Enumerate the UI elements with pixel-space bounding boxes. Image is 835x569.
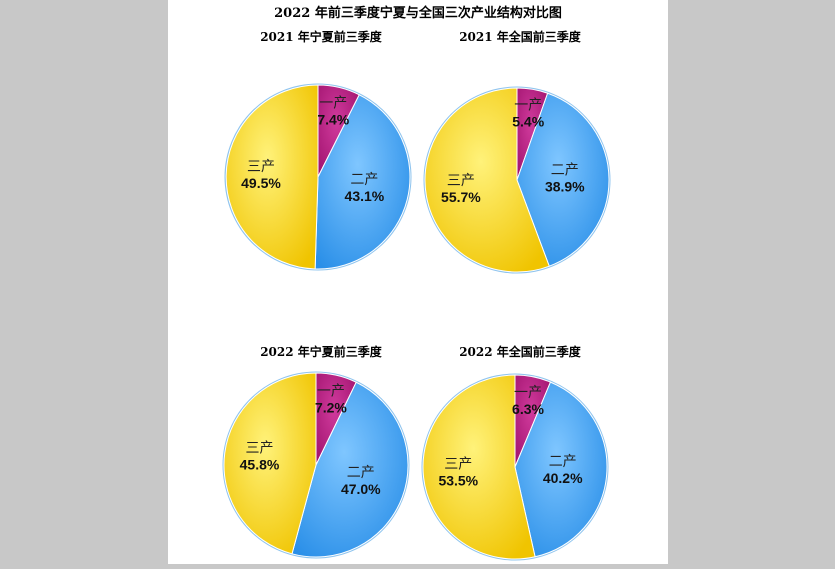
slice-category-label: 一产 (514, 385, 542, 401)
slice-value-label: 5.4% (512, 114, 544, 130)
slice-value-label: 7.2% (315, 399, 347, 415)
slice-category-label: 三产 (247, 159, 275, 175)
slice-tertiary (223, 372, 317, 555)
slice-category-label: 一产 (317, 383, 345, 399)
slice-value-label: 38.9% (545, 179, 585, 195)
slice-category-label: 一产 (319, 96, 347, 112)
slice-secondary (514, 381, 608, 558)
slice-category-label: 一产 (514, 98, 542, 114)
slice-category-label: 二产 (350, 172, 378, 188)
slice-tertiary (225, 84, 319, 270)
slice-value-label: 40.2% (543, 470, 583, 486)
slice-value-label: 47.0% (341, 481, 381, 497)
chart-title-2021-national: 2021 年全国前三季度 (459, 30, 581, 44)
main-title: 2022 年前三季度宁夏与全国三次产业结构对比图 (274, 6, 562, 21)
slice-category-label: 二产 (347, 465, 375, 481)
slice-category-label: 三产 (444, 456, 472, 472)
slice-secondary (314, 94, 411, 270)
slice-category-label: 三产 (246, 441, 274, 457)
slice-category-label: 二产 (551, 163, 579, 179)
slice-tertiary (424, 87, 550, 273)
slice-category-label: 二产 (549, 454, 577, 470)
slice-category-label: 三产 (447, 173, 475, 189)
slice-value-label: 6.3% (512, 401, 544, 417)
chart-title-2022-ningxia: 2022 年宁夏前三季度 (260, 345, 382, 359)
slice-value-label: 55.7% (441, 189, 481, 205)
slice-value-label: 49.5% (241, 175, 281, 191)
chart-title-2022-national: 2022 年全国前三季度 (459, 345, 581, 359)
slice-value-label: 7.4% (317, 112, 349, 128)
slice-tertiary (422, 374, 536, 560)
slice-value-label: 53.5% (438, 472, 478, 488)
slice-value-label: 45.8% (240, 457, 280, 473)
slice-value-label: 43.1% (345, 188, 385, 204)
slice-secondary (291, 381, 409, 558)
slice-secondary (516, 92, 610, 267)
document-page: 2022 年前三季度宁夏与全国三次产业结构对比图 2021 年宁夏前三季度 20… (168, 0, 668, 564)
chart-title-2021-ningxia: 2021 年宁夏前三季度 (260, 30, 382, 44)
